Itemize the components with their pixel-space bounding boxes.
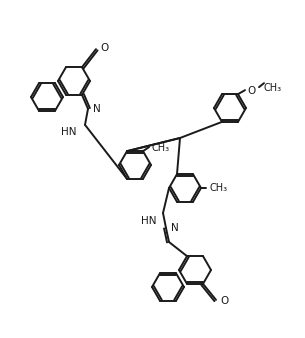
Text: CH₃: CH₃ [151,143,169,153]
Text: CH₃: CH₃ [264,83,282,93]
Text: HN: HN [142,216,157,226]
Text: N: N [171,223,179,233]
Text: CH₃: CH₃ [209,183,227,193]
Text: O: O [100,43,108,53]
Text: N: N [93,104,101,114]
Text: O: O [248,86,256,96]
Text: O: O [220,296,228,306]
Text: HN: HN [60,127,76,137]
